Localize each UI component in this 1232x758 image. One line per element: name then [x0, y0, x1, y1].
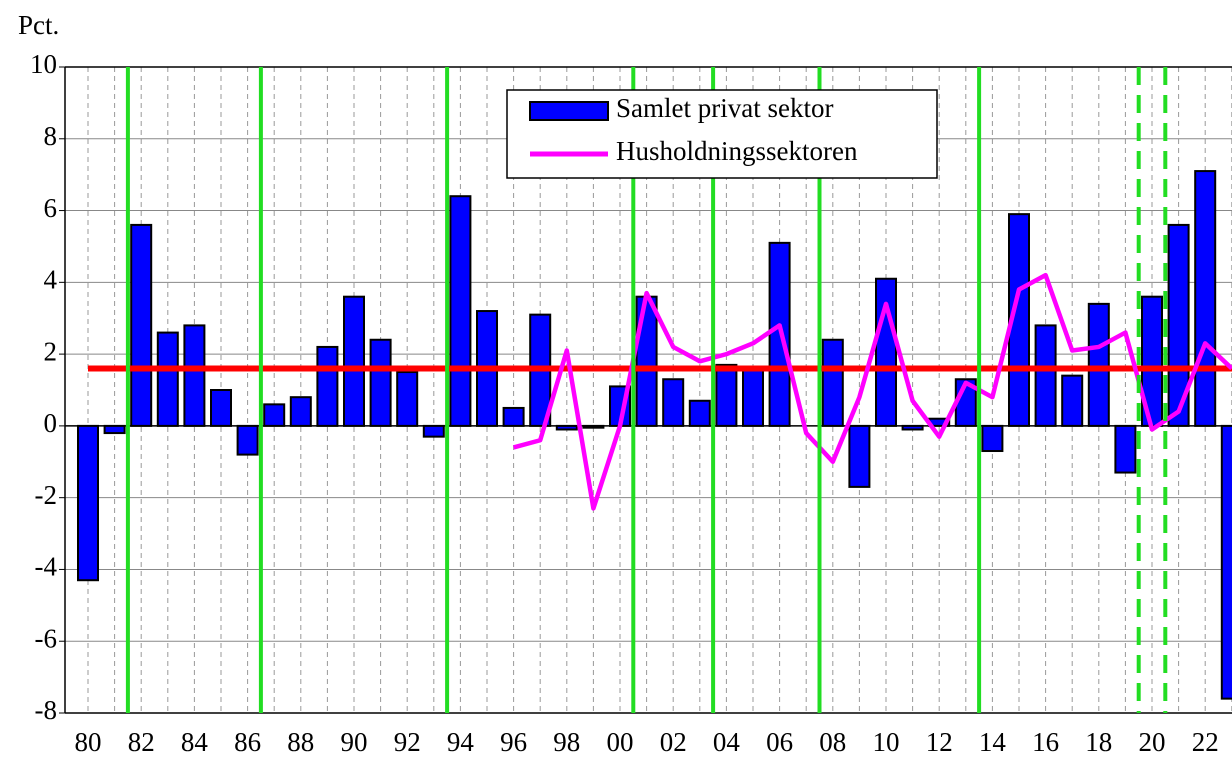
x-tick-label: 10 — [873, 727, 900, 757]
bar — [1220, 424, 1232, 700]
bar — [236, 424, 259, 456]
x-tick-label: 14 — [979, 727, 1007, 757]
x-tick-label: 90 — [341, 727, 368, 757]
bar — [1008, 213, 1030, 427]
bar — [396, 371, 419, 427]
x-tick-label: 80 — [75, 727, 102, 757]
x-tick-label: 16 — [1032, 727, 1059, 757]
x-tick-label: 92 — [394, 727, 421, 757]
y-tick-label: -2 — [35, 480, 58, 510]
x-tick-label: 04 — [713, 727, 741, 757]
x-tick-label: 18 — [1085, 727, 1112, 757]
x-tick-label: 06 — [766, 727, 793, 757]
x-tick-label: 20 — [1139, 727, 1166, 757]
bar — [635, 295, 658, 427]
bar — [1194, 170, 1217, 427]
y-tick-label: -8 — [35, 695, 58, 725]
y-tick-label: -6 — [35, 623, 58, 653]
bar — [688, 399, 711, 427]
bar — [848, 424, 871, 488]
y-tick-label: 0 — [44, 408, 58, 438]
bar — [582, 424, 605, 429]
bar — [1061, 374, 1084, 427]
x-tick-label: 08 — [819, 727, 846, 757]
legend-label: Husholdningssektoren — [616, 136, 858, 166]
bar — [316, 345, 339, 427]
x-tick-label: 94 — [447, 727, 475, 757]
x-tick-label: 02 — [660, 727, 687, 757]
bar — [981, 424, 1004, 453]
bar — [1114, 424, 1137, 474]
bar — [875, 277, 897, 427]
y-tick-label: 8 — [44, 121, 58, 151]
bar — [1167, 223, 1190, 427]
x-tick-label: 88 — [287, 727, 314, 757]
bar — [156, 331, 179, 427]
legend-swatch — [529, 101, 609, 121]
bar — [821, 338, 844, 427]
bar — [1087, 302, 1110, 427]
bar — [289, 396, 312, 427]
bar — [369, 338, 392, 427]
x-tick-label: 96 — [500, 727, 527, 757]
y-tick-label: 6 — [44, 193, 58, 223]
bar — [715, 363, 738, 427]
y-tick-label: 10 — [30, 49, 57, 79]
x-tick-label: 84 — [181, 727, 209, 757]
y-tick-label: -4 — [35, 552, 58, 582]
bar — [130, 223, 153, 427]
y-tick-label: 4 — [44, 265, 58, 295]
bar — [263, 403, 286, 427]
bar — [555, 424, 578, 431]
bar — [343, 295, 365, 427]
x-tick-label: 86 — [234, 727, 261, 757]
x-tick-label: 00 — [607, 727, 634, 757]
bar — [103, 424, 126, 435]
bar — [210, 389, 232, 427]
bar — [502, 406, 525, 427]
bar — [422, 424, 445, 438]
bar — [742, 367, 764, 427]
y-axis-label: Pct. — [18, 10, 59, 40]
x-tick-label: 12 — [926, 727, 953, 757]
legend-label: Samlet privat sektor — [616, 93, 833, 123]
bar — [1034, 324, 1057, 427]
bar — [901, 424, 924, 431]
x-tick-label: 22 — [1192, 727, 1219, 757]
y-tick-label: 2 — [44, 336, 58, 366]
x-tick-label: 82 — [128, 727, 155, 757]
bar — [662, 378, 685, 427]
bar — [183, 324, 206, 427]
x-tick-label: 98 — [553, 727, 580, 757]
bar — [77, 424, 99, 582]
bar — [449, 195, 472, 427]
